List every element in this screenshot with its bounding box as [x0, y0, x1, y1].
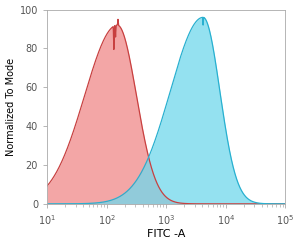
Y-axis label: Normalized To Mode: Normalized To Mode — [6, 58, 16, 156]
X-axis label: FITC -A: FITC -A — [147, 230, 185, 239]
